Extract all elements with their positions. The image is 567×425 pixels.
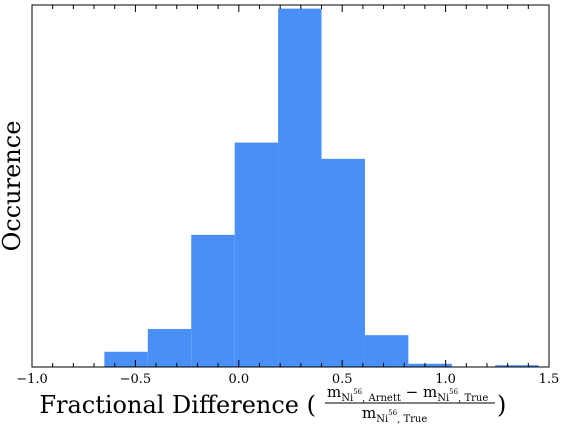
x-axis-label-numerator: mNi56, Arnett − mNi56, True bbox=[327, 383, 488, 404]
x-axis-label-suffix: ) bbox=[497, 391, 506, 419]
x-tick-label: −0.5 bbox=[120, 372, 152, 387]
denominator-sub2: , True bbox=[397, 414, 427, 425]
x-tick-labels: −1.0 −0.5 0.0 0.5 1.0 1.5 bbox=[16, 372, 559, 387]
histogram-bar-4 bbox=[278, 8, 322, 368]
x-tick-label: 0.0 bbox=[228, 372, 249, 387]
histogram-bar-6 bbox=[364, 335, 409, 367]
x-tick-label: 1.5 bbox=[539, 372, 560, 387]
numerator-left-sup: 56 bbox=[353, 388, 362, 396]
plot-frame bbox=[31, 4, 550, 368]
numerator-right-sup: 56 bbox=[449, 388, 458, 396]
numerator-minus: − bbox=[401, 383, 423, 401]
histogram-bar-2 bbox=[191, 234, 235, 367]
numerator-right: m bbox=[423, 383, 437, 401]
histogram-bar-1 bbox=[147, 328, 192, 367]
numerator-right-sub: Ni bbox=[437, 393, 449, 404]
denominator-base: m bbox=[362, 404, 376, 422]
x-axis-label-prefix: Fractional Difference ( bbox=[39, 391, 316, 419]
histogram-bar-8 bbox=[495, 365, 539, 367]
histogram-bar-7 bbox=[408, 363, 452, 367]
histogram-bar-0 bbox=[104, 351, 148, 367]
x-tick-label: −1.0 bbox=[16, 372, 48, 387]
x-axis-label-denominator: mNi56, True bbox=[362, 404, 427, 425]
axis-ticks bbox=[31, 5, 550, 367]
histogram-bar-3 bbox=[234, 142, 279, 367]
numerator-left-sub2: , Arnett bbox=[362, 393, 401, 404]
numerator-right-sub2: , True bbox=[458, 393, 488, 404]
y-axis-label: Occurence bbox=[0, 121, 26, 252]
x-axis-label: Fractional Difference ( mNi56, Arnett − … bbox=[39, 383, 506, 425]
x-tick-label: 1.0 bbox=[435, 372, 456, 387]
histogram-bars bbox=[104, 8, 539, 368]
numerator-left: m bbox=[327, 383, 341, 401]
x-tick-label: 0.5 bbox=[332, 372, 353, 387]
numerator-left-sub: Ni bbox=[341, 393, 353, 404]
denominator-sup: 56 bbox=[388, 409, 397, 417]
histogram-bar-5 bbox=[321, 158, 365, 367]
denominator-sub: Ni bbox=[376, 414, 388, 425]
